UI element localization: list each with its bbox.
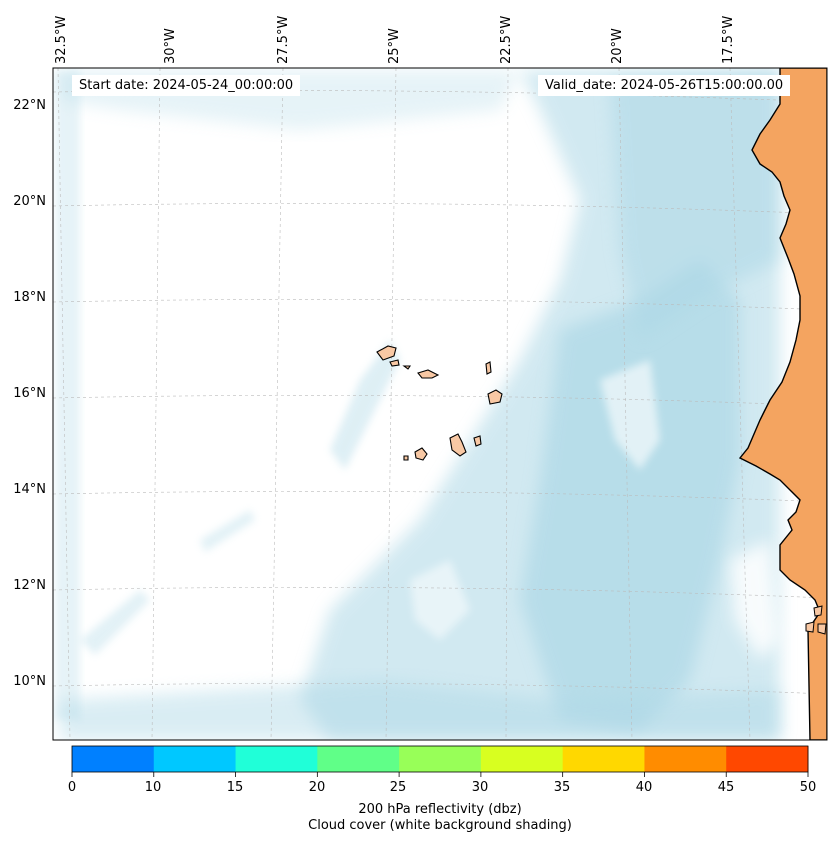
- colorbar-segment-2: [235, 746, 318, 772]
- cloud-streak-1: [330, 340, 400, 470]
- cloud-streak-3: [200, 510, 255, 552]
- colorbar-tick-35: 35: [553, 780, 571, 795]
- colorbar-tick-25: 25: [389, 780, 407, 795]
- island-santa-luzia: [402, 365, 412, 370]
- colorbar-tick-45: 45: [717, 780, 735, 795]
- cape-verde-islands: [376, 345, 503, 461]
- lon-label-27-5w: 27.5°W: [276, 15, 291, 64]
- cloud-streak-2: [80, 590, 150, 655]
- island-maio: [473, 435, 482, 447]
- colorbar-tick-10: 10: [144, 780, 162, 795]
- cloud-band-core: [520, 260, 740, 730]
- island-santo-antao: [376, 345, 397, 361]
- colorbar: [71, 746, 809, 777]
- colorbar-tick-30: 30: [471, 780, 489, 795]
- cloud-band-south: [60, 680, 780, 740]
- lat-label-12n: 12°N: [13, 578, 46, 593]
- colorbar-tick-20: 20: [308, 780, 326, 795]
- lon-label-30w: 30°W: [163, 28, 178, 64]
- colorbar-title: 200 hPa reflectivity (dbz): [358, 802, 522, 817]
- colorbar-segment-3: [317, 746, 400, 772]
- island-sao-vicente: [389, 359, 400, 367]
- island-boa-vista: [487, 389, 503, 405]
- colorbar-tick-50: 50: [799, 780, 817, 795]
- colorbar-frame: [71, 745, 809, 773]
- island-bijagos-2: [813, 605, 823, 617]
- lon-label-20w: 20°W: [610, 28, 625, 64]
- clear-sky-patches: [410, 360, 780, 660]
- lat-label-18n: 18°N: [13, 290, 46, 305]
- colorbar-segment-8: [726, 746, 809, 772]
- lon-label-32-5w: 32.5°W: [54, 15, 69, 64]
- lat-label-22n: 22°N: [13, 98, 46, 113]
- bijagos-islands: [805, 605, 827, 635]
- island-bijagos-3: [817, 623, 827, 635]
- lat-label-14n: 14°N: [13, 482, 46, 497]
- colorbar-segment-5: [480, 746, 564, 772]
- lon-label-25w: 25°W: [387, 28, 402, 64]
- valid-date-label: Valid_date: 2024-05-26T15:00:00.00: [538, 75, 791, 96]
- island-brava: [403, 455, 409, 461]
- island-santiago: [449, 433, 467, 457]
- lon-label-22-5w: 22.5°W: [499, 15, 514, 64]
- map-area: [53, 68, 827, 740]
- lon-label-17-5w: 17.5°W: [721, 15, 736, 64]
- island-sal: [485, 361, 492, 375]
- island-bijagos-1: [805, 621, 815, 633]
- cloud-band-east: [610, 70, 780, 340]
- island-sao-nicolau: [417, 369, 440, 379]
- colorbar-segment-4: [399, 746, 482, 772]
- cloud-cover: [55, 70, 780, 740]
- colorbar-subtitle: Cloud cover (white background shading): [308, 818, 572, 833]
- colorbar-segment-6: [562, 746, 645, 772]
- colorbar-tick-0: 0: [67, 780, 77, 795]
- cloud-band-west: [55, 70, 80, 720]
- colorbar-tick-40: 40: [635, 780, 653, 795]
- colorbar-segment-0: [72, 746, 155, 772]
- land-west-africa: [738, 68, 827, 740]
- lat-label-16n: 16°N: [13, 386, 46, 401]
- lat-label-20n: 20°N: [13, 194, 46, 209]
- island-fogo: [414, 447, 428, 461]
- map-frame: [52, 67, 828, 741]
- start-date-label: Start date: 2024-05-24_00:00:00: [72, 75, 301, 96]
- colorbar-tick-15: 15: [226, 780, 244, 795]
- colorbar-segment-1: [153, 746, 237, 772]
- lat-label-10n: 10°N: [13, 674, 46, 689]
- colorbar-segment-7: [644, 746, 727, 772]
